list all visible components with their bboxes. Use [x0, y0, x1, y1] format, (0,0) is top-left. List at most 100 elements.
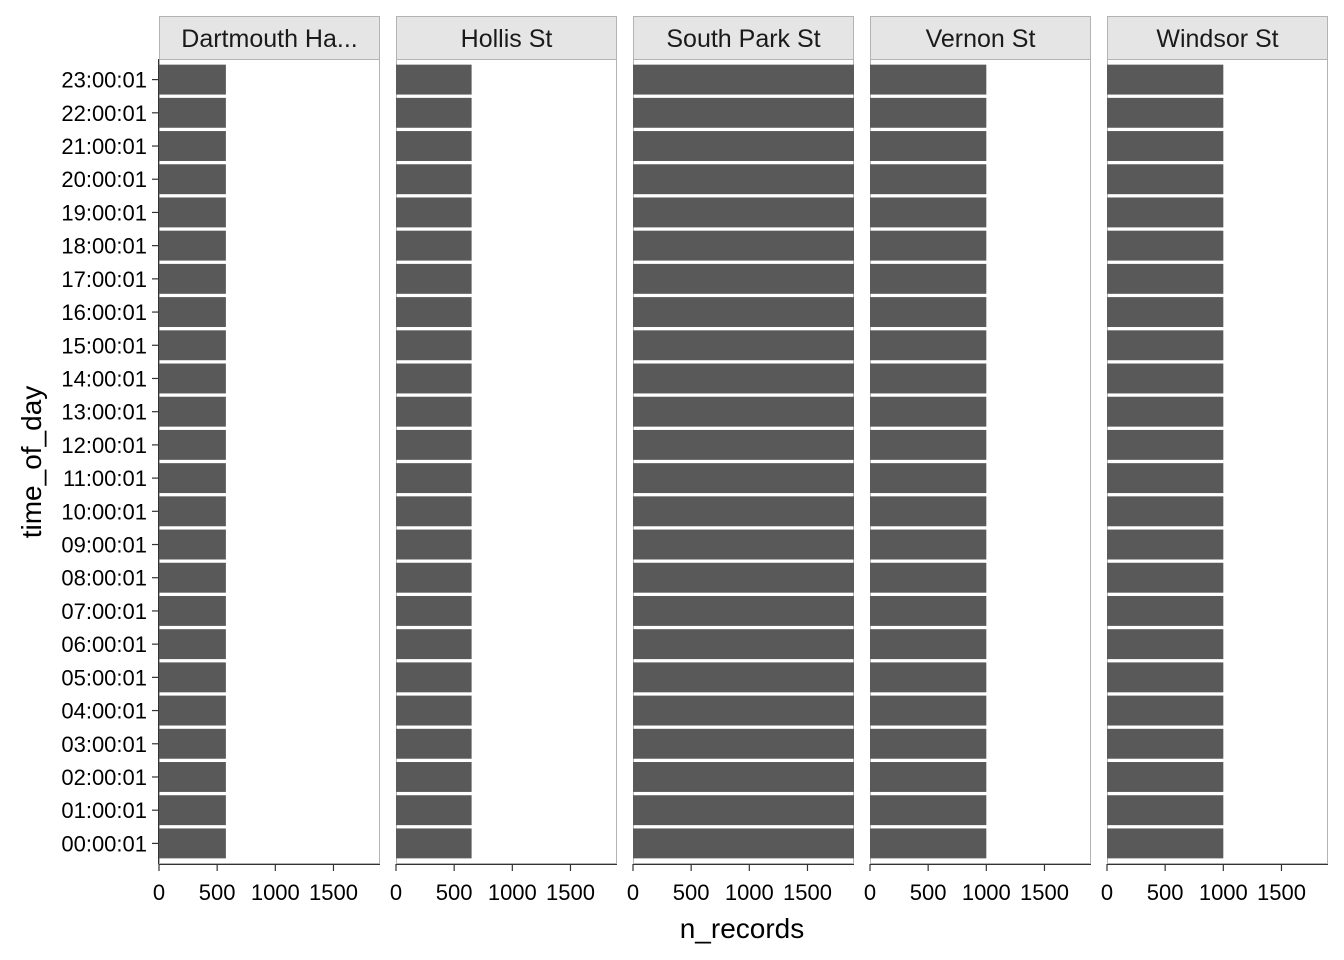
bar: [396, 828, 472, 859]
bar: [633, 662, 854, 693]
y-tick-label: 08:00:01: [61, 566, 147, 591]
bar: [159, 695, 226, 726]
y-tick-label: 22:00:01: [61, 101, 147, 126]
bar: [159, 64, 226, 95]
bar: [870, 164, 987, 195]
bar: [870, 263, 987, 294]
y-tick-label: 00:00:01: [61, 831, 147, 856]
bar: [1107, 463, 1224, 494]
bar: [396, 230, 472, 261]
facet-panel: Vernon St 0 500 1000 1500: [864, 16, 1091, 905]
bar: [870, 662, 987, 693]
facet-panel: South Park St 0 500 1000 1500: [627, 16, 854, 905]
bar: [159, 529, 226, 560]
bar: [1107, 529, 1224, 560]
bar: [633, 562, 854, 593]
bar: [633, 695, 854, 726]
bar: [159, 396, 226, 427]
bar: [396, 197, 472, 228]
y-tick-label: 17:00:01: [61, 267, 147, 292]
y-axis: 00:00:01 01:00:01 02:00:01 03:00:01 04:00:01…: [61, 59, 159, 864]
bar: [870, 97, 987, 128]
bar: [633, 396, 854, 427]
x-tick-label: 0: [1101, 880, 1113, 905]
bar: [633, 164, 854, 195]
bar: [870, 363, 987, 394]
bar: [396, 595, 472, 626]
bar: [870, 131, 987, 161]
bar: [633, 496, 854, 527]
x-tick-label: 500: [436, 880, 473, 905]
bar: [396, 429, 472, 460]
bar: [1107, 164, 1224, 195]
bar: [633, 828, 854, 859]
bar: [1107, 64, 1224, 95]
y-tick-label: 21:00:01: [61, 134, 147, 159]
bar: [1107, 131, 1224, 161]
facet-strip-label: South Park St: [666, 25, 820, 53]
bar: [1107, 197, 1224, 228]
y-tick-label: 11:00:01: [63, 466, 147, 491]
y-tick-label: 03:00:01: [61, 732, 147, 757]
bar: [159, 463, 226, 494]
x-axis-title: n_records: [680, 913, 805, 944]
bar: [159, 197, 226, 228]
x-tick-label: 1000: [962, 880, 1011, 905]
bar: [1107, 762, 1224, 792]
bar: [870, 828, 987, 859]
y-tick-label: 14:00:01: [61, 366, 147, 391]
x-tick-label: 1500: [783, 880, 832, 905]
facet-strip-label: Windsor St: [1156, 25, 1278, 53]
bar: [159, 496, 226, 527]
x-tick-label: 1000: [1199, 880, 1248, 905]
bar: [1107, 97, 1224, 128]
bar: [633, 263, 854, 294]
y-tick-label: 04:00:01: [61, 699, 147, 724]
bar: [396, 695, 472, 726]
y-tick-label: 09:00:01: [61, 533, 147, 558]
y-tick-label: 16:00:01: [61, 300, 147, 325]
y-tick-label: 02:00:01: [61, 765, 147, 790]
bar: [159, 263, 226, 294]
y-tick-label: 07:00:01: [61, 599, 147, 624]
bar: [633, 529, 854, 560]
bar: [870, 429, 987, 460]
bar: [1107, 330, 1224, 361]
bar: [159, 297, 226, 328]
bar: [633, 629, 854, 660]
bar: [1107, 695, 1224, 726]
facet-panel: Windsor St 0 500 1000 1500: [1101, 16, 1328, 905]
bar: [396, 496, 472, 527]
x-tick-label: 1000: [488, 880, 537, 905]
bar: [159, 728, 226, 759]
bar: [1107, 795, 1224, 826]
bar: [633, 762, 854, 792]
bar: [396, 131, 472, 161]
bar: [633, 297, 854, 328]
x-tick-label: 500: [673, 880, 710, 905]
bar: [159, 164, 226, 195]
bar: [159, 230, 226, 261]
y-tick-label: 15:00:01: [61, 333, 147, 358]
bar: [633, 230, 854, 261]
bar: [396, 164, 472, 195]
bar: [1107, 429, 1224, 460]
bar: [1107, 629, 1224, 660]
x-tick-label: 0: [390, 880, 402, 905]
bar: [633, 197, 854, 228]
bar: [396, 97, 472, 128]
y-axis-title: time_of_day: [16, 386, 47, 539]
bar: [870, 330, 987, 361]
bar: [159, 330, 226, 361]
bar: [159, 131, 226, 161]
bar: [633, 728, 854, 759]
bar: [396, 562, 472, 593]
bar: [396, 463, 472, 494]
x-tick-label: 0: [864, 880, 876, 905]
facet-strip-label: Hollis St: [461, 25, 553, 53]
facet-strip: [396, 16, 617, 60]
bar: [1107, 363, 1224, 394]
bar: [159, 828, 226, 859]
facet-strip: [870, 16, 1091, 60]
bar: [633, 795, 854, 826]
